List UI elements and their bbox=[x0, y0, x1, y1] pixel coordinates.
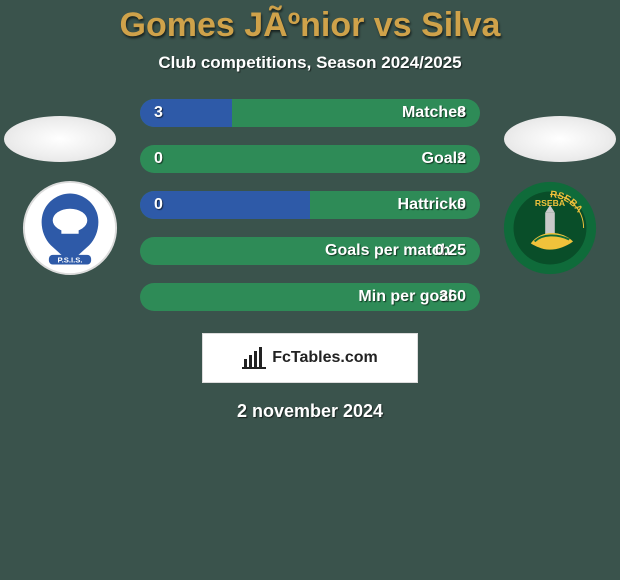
stat-value-right: 0.25 bbox=[435, 242, 466, 260]
club-b-crest: RSEBA RSEBA bbox=[502, 180, 598, 276]
stat-value-left: 0 bbox=[154, 196, 163, 214]
source-watermark: FcTables.com bbox=[202, 333, 418, 383]
source-text: FcTables.com bbox=[272, 349, 378, 367]
stat-row: 3Matches8 bbox=[140, 99, 480, 127]
stat-value-right: 2 bbox=[457, 150, 466, 168]
club-a-crest: P.S.I.S. bbox=[22, 180, 118, 276]
stat-value-left: 0 bbox=[154, 150, 163, 168]
stat-row: Goals per match0.25 bbox=[140, 237, 480, 265]
stat-value-right: 0 bbox=[457, 196, 466, 214]
player-b-avatar bbox=[504, 116, 616, 162]
stat-row: 0Hattricks0 bbox=[140, 191, 480, 219]
stat-label: Hattricks bbox=[398, 196, 466, 214]
psis-crest-icon: P.S.I.S. bbox=[22, 180, 118, 276]
stat-value-right: 360 bbox=[439, 288, 466, 306]
player-a-avatar bbox=[4, 116, 116, 162]
stat-row: 0Goals2 bbox=[140, 145, 480, 173]
subtitle: Club competitions, Season 2024/2025 bbox=[0, 53, 620, 73]
stat-label: Goals per match bbox=[325, 242, 450, 260]
stat-value-right: 8 bbox=[457, 104, 466, 122]
persebaya-crest-icon: RSEBA RSEBA bbox=[502, 180, 598, 276]
stat-value-left: 3 bbox=[154, 104, 163, 122]
date-label: 2 november 2024 bbox=[0, 401, 620, 422]
page-title: Gomes JÃºnior vs Silva bbox=[0, 0, 620, 45]
bar-chart-icon bbox=[242, 347, 266, 369]
svg-text:P.S.I.S.: P.S.I.S. bbox=[57, 256, 82, 265]
stat-row: Min per goal360 bbox=[140, 283, 480, 311]
